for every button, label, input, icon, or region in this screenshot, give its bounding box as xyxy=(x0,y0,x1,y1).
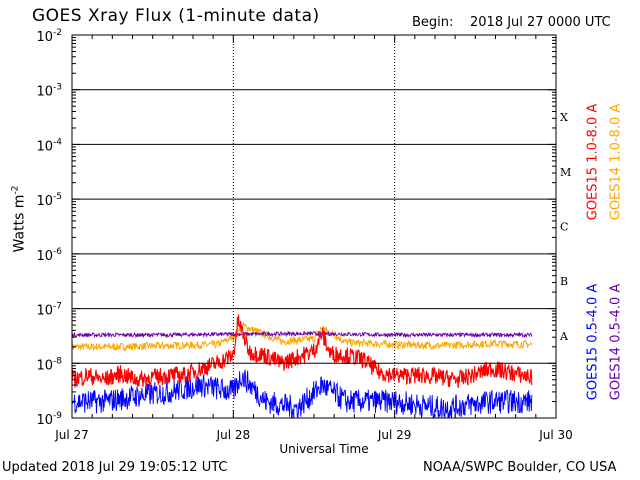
y-tick-label: 10-3 xyxy=(36,83,62,100)
flare-class-label: M xyxy=(560,166,571,179)
y-tick-label-base: 10 xyxy=(36,85,53,100)
x-tick-label: Jul 28 xyxy=(216,428,251,442)
y-tick-label: 10-6 xyxy=(36,247,62,264)
legend-entry: GOES15 0.5-4.0 A xyxy=(585,283,601,401)
y-tick-label: 10-5 xyxy=(36,192,62,209)
legend-entry: GOES14 0.5-4.0 A xyxy=(608,283,624,401)
y-tick-label-base: 10 xyxy=(36,413,53,428)
begin-value: 2018 Jul 27 0000 UTC xyxy=(470,15,611,30)
flare-class-label: A xyxy=(559,330,569,343)
series-group xyxy=(71,314,533,420)
y-tick-label-base: 10 xyxy=(36,358,53,373)
x-axis-label: Universal Time xyxy=(279,442,369,456)
plot-frame xyxy=(71,34,557,419)
series-line xyxy=(71,320,533,352)
y-tick-label-exponent: -6 xyxy=(53,247,62,257)
begin-label: Begin: xyxy=(412,15,454,30)
y-tick-label-base: 10 xyxy=(36,139,53,154)
grid-group xyxy=(72,34,556,419)
y-tick-label-exponent: -8 xyxy=(53,356,62,366)
y-tick-label-base: 10 xyxy=(36,249,53,264)
flare-class-label: B xyxy=(560,275,568,288)
y-tick-label-base: 10 xyxy=(36,194,53,209)
y-tick-label-exponent: -4 xyxy=(53,137,62,147)
updated-timestamp: Updated 2018 Jul 29 19:05:12 UTC xyxy=(2,460,228,475)
chart-title: GOES Xray Flux (1-minute data) xyxy=(32,6,320,26)
flare-class-label: X xyxy=(560,111,568,124)
y-tick-label-base: 10 xyxy=(36,30,53,45)
y-tick-label: 10-2 xyxy=(36,28,62,45)
y-tick-label-exponent: -7 xyxy=(53,302,62,312)
y-tick-label-exponent: -5 xyxy=(53,192,62,202)
x-tick-label: Jul 30 xyxy=(538,428,573,442)
y-tick-label-base: 10 xyxy=(36,304,53,319)
x-tick-label: Jul 29 xyxy=(377,428,412,442)
y-tick-label: 10-7 xyxy=(36,302,62,319)
y-tick-label: 10-9 xyxy=(36,411,62,428)
x-tick-label: Jul 27 xyxy=(54,428,89,442)
series-line xyxy=(71,330,533,339)
legend-entry: GOES15 1.0-8.0 A xyxy=(585,103,601,221)
y-tick-label-exponent: -2 xyxy=(53,28,62,38)
credit-text: NOAA/SWPC Boulder, CO USA xyxy=(423,460,617,475)
y-tick-label: 10-4 xyxy=(36,137,62,154)
y-tick-label-exponent: -3 xyxy=(53,83,62,93)
y-tick-label: 10-8 xyxy=(36,356,62,373)
flare-class-label: C xyxy=(560,221,568,234)
y-tick-label-exponent: -9 xyxy=(53,411,62,421)
axes-group xyxy=(71,34,557,419)
legend-entry: GOES14 1.0-8.0 A xyxy=(608,103,624,221)
series-line xyxy=(71,314,533,389)
